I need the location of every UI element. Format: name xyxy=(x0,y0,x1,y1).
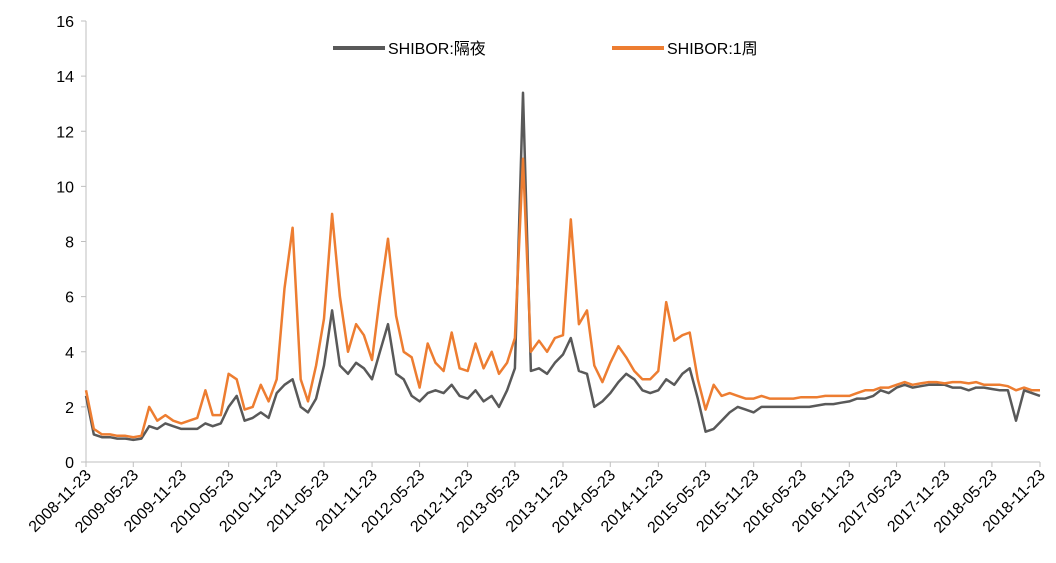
y-tick-label: 4 xyxy=(65,345,74,362)
series-line xyxy=(84,157,1040,439)
y-tick-label: 6 xyxy=(65,290,74,307)
y-tick-label: 12 xyxy=(56,124,74,141)
y-tick-label: 0 xyxy=(65,455,74,472)
y-tick-label: 10 xyxy=(56,179,74,196)
y-tick-label: 8 xyxy=(65,235,74,252)
y-tick-label: 14 xyxy=(56,69,74,86)
legend-label: SHIBOR:1周 xyxy=(667,41,758,58)
series-line xyxy=(84,91,1041,442)
legend-label: SHIBOR:隔夜 xyxy=(388,40,486,58)
y-tick-label: 16 xyxy=(56,14,74,31)
y-tick-label: 2 xyxy=(65,400,74,417)
